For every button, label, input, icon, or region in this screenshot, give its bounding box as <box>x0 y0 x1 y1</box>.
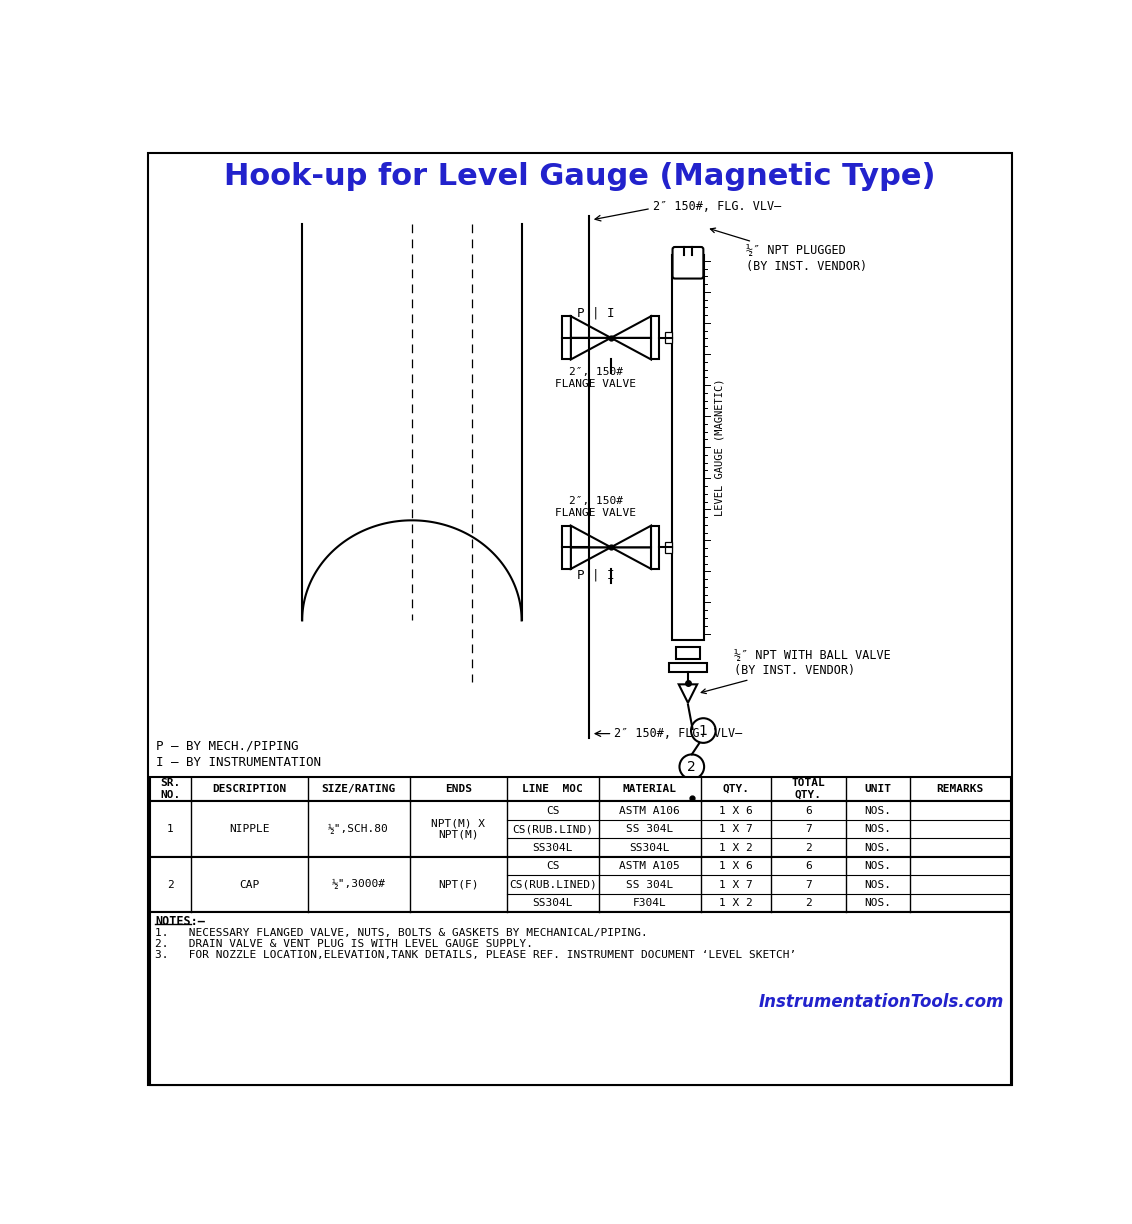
Text: P – BY MECH./PIPING: P – BY MECH./PIPING <box>156 739 299 753</box>
Text: 1: 1 <box>698 723 708 738</box>
Bar <box>149 857 1011 912</box>
Text: NOTES:–: NOTES:– <box>155 916 205 928</box>
Text: LINE  MOC: LINE MOC <box>523 785 583 794</box>
Text: InstrumentationTools.com: InstrumentationTools.com <box>760 993 1004 1011</box>
Text: CS(RUB.LINED): CS(RUB.LINED) <box>509 880 597 890</box>
Bar <box>563 316 571 360</box>
Text: 1 X 2: 1 X 2 <box>719 898 753 908</box>
Text: I – BY INSTRUMENTATION: I – BY INSTRUMENTATION <box>156 756 320 770</box>
Text: NOS.: NOS. <box>864 860 891 871</box>
Text: 1: 1 <box>166 824 173 834</box>
Polygon shape <box>571 547 611 569</box>
Polygon shape <box>571 338 611 360</box>
Text: 7: 7 <box>805 824 812 834</box>
Text: NPT(F): NPT(F) <box>438 880 479 890</box>
Text: CS: CS <box>546 805 559 815</box>
Text: UNIT: UNIT <box>864 785 891 794</box>
Text: Hook-up for Level Gauge (Magnetic Type): Hook-up for Level Gauge (Magnetic Type) <box>224 162 936 191</box>
Text: 6: 6 <box>805 860 812 871</box>
Text: 1 X 7: 1 X 7 <box>719 880 753 890</box>
Text: ½",SCH.80: ½",SCH.80 <box>328 824 389 834</box>
Text: 3.   FOR NOZZLE LOCATION,ELEVATION,TANK DETAILS, PLEASE REF. INSTRUMENT DOCUMENT: 3. FOR NOZZLE LOCATION,ELEVATION,TANK DE… <box>155 950 796 961</box>
Text: ASTM A106: ASTM A106 <box>619 805 680 815</box>
Text: SS304L: SS304L <box>532 842 573 853</box>
Bar <box>563 526 571 569</box>
Polygon shape <box>611 547 651 569</box>
Text: ½″ NPT WITH BALL VALVE
(BY INST. VENDOR): ½″ NPT WITH BALL VALVE (BY INST. VENDOR) <box>701 649 891 694</box>
Text: ASTM A105: ASTM A105 <box>619 860 680 871</box>
Text: NPT(M) X
NPT(M): NPT(M) X NPT(M) <box>431 819 486 840</box>
Text: SS 304L: SS 304L <box>626 824 674 834</box>
Text: LEVEL GAUGE (MAGNETIC): LEVEL GAUGE (MAGNETIC) <box>714 378 724 517</box>
Text: F304L: F304L <box>633 898 667 908</box>
Text: 1 X 2: 1 X 2 <box>719 842 753 853</box>
Polygon shape <box>611 316 651 338</box>
Text: ½",3000#: ½",3000# <box>332 880 386 890</box>
Text: 2″, 150#
FLANGE VALVE: 2″, 150# FLANGE VALVE <box>555 367 636 389</box>
Bar <box>149 912 1011 1084</box>
Text: 2″ 150#, FLG. VLV–: 2″ 150#, FLG. VLV– <box>652 200 781 213</box>
Text: P | I: P | I <box>577 307 615 319</box>
Text: QTY.: QTY. <box>722 785 749 794</box>
Text: 2″, 150#
FLANGE VALVE: 2″, 150# FLANGE VALVE <box>555 497 636 518</box>
Circle shape <box>679 754 704 778</box>
Text: SS304L: SS304L <box>629 842 670 853</box>
FancyBboxPatch shape <box>672 247 703 279</box>
Text: NOS.: NOS. <box>864 824 891 834</box>
Text: CS: CS <box>546 860 559 871</box>
Text: 1 X 6: 1 X 6 <box>719 860 753 871</box>
Text: 1 X 6: 1 X 6 <box>719 805 753 815</box>
Polygon shape <box>611 526 651 547</box>
Bar <box>664 333 671 343</box>
Text: CAP: CAP <box>239 880 259 890</box>
Text: ½″ NPT PLUGGED
(BY INST. VENDOR): ½″ NPT PLUGGED (BY INST. VENDOR) <box>711 228 867 273</box>
Text: NOS.: NOS. <box>864 805 891 815</box>
Text: NIPPLE: NIPPLE <box>229 824 269 834</box>
Text: SR.
NO.: SR. NO. <box>160 778 180 799</box>
Text: 2: 2 <box>805 842 812 853</box>
Text: NOS.: NOS. <box>864 842 891 853</box>
Polygon shape <box>684 778 700 796</box>
Text: 2: 2 <box>805 898 812 908</box>
Text: SIZE/RATING: SIZE/RATING <box>321 785 396 794</box>
Circle shape <box>691 718 715 743</box>
Text: REMARKS: REMARKS <box>936 785 984 794</box>
Bar <box>149 802 1011 857</box>
Text: 6: 6 <box>805 805 812 815</box>
Text: 1.   NECESSARY FLANGED VALVE, NUTS, BOLTS & GASKETS BY MECHANICAL/PIPING.: 1. NECESSARY FLANGED VALVE, NUTS, BOLTS … <box>155 928 648 938</box>
Text: MATERIAL: MATERIAL <box>623 785 677 794</box>
Bar <box>651 316 660 360</box>
Bar <box>669 662 708 672</box>
Text: 2: 2 <box>687 760 696 774</box>
Bar <box>676 647 701 659</box>
Bar <box>651 526 660 569</box>
Polygon shape <box>571 526 611 547</box>
Text: TOTAL
QTY.: TOTAL QTY. <box>791 778 825 799</box>
Bar <box>664 542 671 553</box>
Text: 1 X 7: 1 X 7 <box>719 824 753 834</box>
Polygon shape <box>571 316 611 338</box>
Text: SS304L: SS304L <box>532 898 573 908</box>
Bar <box>671 255 704 640</box>
Text: SS 304L: SS 304L <box>626 880 674 890</box>
Text: P | I: P | I <box>577 568 615 581</box>
Text: 2″ 150#, FLG. VLV–: 2″ 150#, FLG. VLV– <box>614 727 743 741</box>
Text: NOS.: NOS. <box>864 898 891 908</box>
Bar <box>149 777 1011 802</box>
Text: NOS.: NOS. <box>864 880 891 890</box>
Text: 2: 2 <box>166 880 173 890</box>
Text: DESCRIPTION: DESCRIPTION <box>212 785 286 794</box>
Text: ENDS: ENDS <box>445 785 472 794</box>
Polygon shape <box>611 338 651 360</box>
Polygon shape <box>679 684 697 703</box>
Text: CS(RUB.LIND): CS(RUB.LIND) <box>513 824 593 834</box>
Text: 2.   DRAIN VALVE & VENT PLUG IS WITH LEVEL GAUGE SUPPLY.: 2. DRAIN VALVE & VENT PLUG IS WITH LEVEL… <box>155 939 533 950</box>
Text: 7: 7 <box>805 880 812 890</box>
